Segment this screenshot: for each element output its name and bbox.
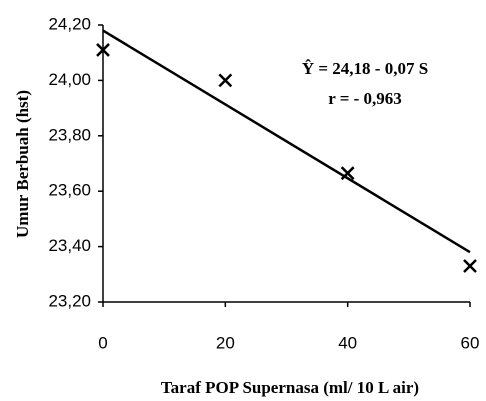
y-tick-label: 23,40 <box>48 236 91 255</box>
data-point <box>218 73 233 88</box>
trend-line <box>102 29 471 254</box>
x-tick-label: 60 <box>461 333 480 352</box>
data-point <box>96 43 110 57</box>
y-tick-label: 23,80 <box>48 125 91 144</box>
y-axis-label: Umur Berbuah (hst) <box>13 90 32 238</box>
y-tick-label: 24,20 <box>48 14 91 33</box>
y-tick-label: 23,60 <box>48 181 91 200</box>
annotation: r = - 0,963 <box>328 89 402 108</box>
data-point <box>463 259 477 273</box>
data-point <box>340 166 355 181</box>
x-tick-label: 40 <box>338 333 357 352</box>
y-tick-label: 23,20 <box>48 291 91 310</box>
x-axis-label: Taraf POP Supernasa (ml/ 10 L air) <box>161 378 419 397</box>
annotation: Ŷ = 24,18 - 0,07 S <box>302 59 428 78</box>
x-tick-label: 20 <box>216 333 235 352</box>
y-tick-label: 24,00 <box>48 70 91 89</box>
x-tick-label: 0 <box>98 333 107 352</box>
